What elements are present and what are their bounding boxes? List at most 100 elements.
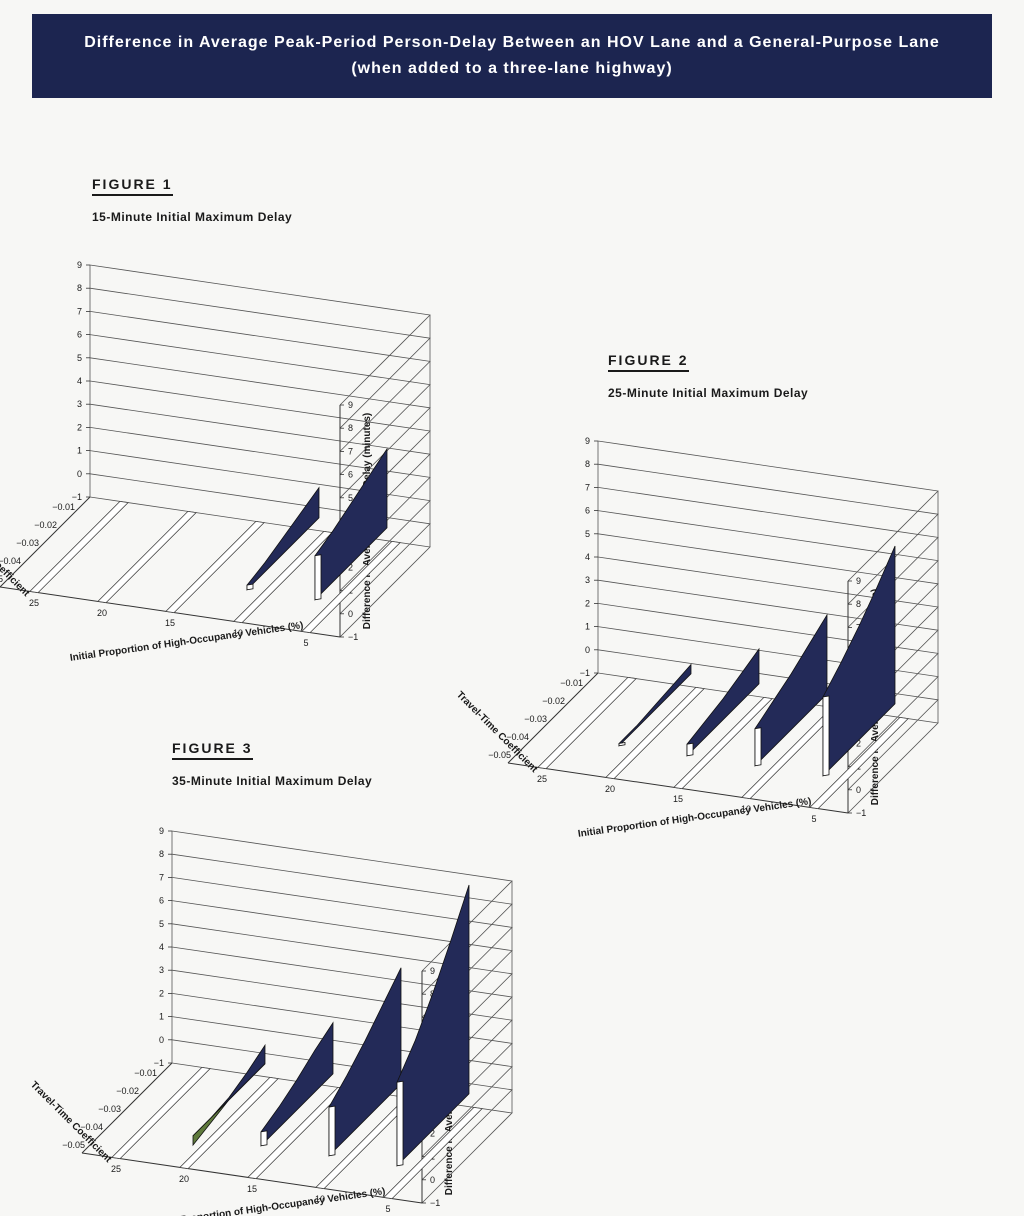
y-tick-label: −0.04 [506,732,529,742]
left-tick-label: 0 [585,645,590,655]
x-tick-label: 25 [29,598,39,608]
ribbon-base [605,686,705,780]
left-tick-label: 2 [585,598,590,608]
x-tick-label: 10 [315,1194,325,1204]
left-tick-label: 5 [77,353,82,363]
ribbon-base [537,676,637,770]
right-tick-label: 0 [856,785,861,795]
left-tick-label: 8 [77,283,82,293]
left-tick-label: 9 [77,260,82,270]
left-tick-label: 4 [585,552,590,562]
right-tick-label: −1 [856,808,866,818]
x-tick-label: 10 [741,804,751,814]
ribbon-base [233,530,333,624]
figure-3-label: FIGURE 3 [172,740,253,760]
right-tick-label: 9 [856,576,861,586]
left-tick-label: −1 [72,492,82,502]
right-tick-label: −1 [348,632,358,642]
left-tick-label: 3 [77,399,82,409]
x-tick-label: 5 [303,638,308,648]
ribbon-end-cap [754,727,762,767]
right-tick-label: 7 [348,446,353,456]
left-tick-label: 6 [585,506,590,516]
right-tick-label: 8 [348,423,353,433]
ribbon-base [673,696,773,790]
left-tick-label: 1 [77,446,82,456]
left-tick-label: 0 [159,1035,164,1045]
left-tick-label: 8 [159,849,164,859]
figure-1-title: 15-Minute Initial Maximum Delay [92,210,293,224]
y-tick-label: −0.02 [542,696,565,706]
left-tick-label: 1 [585,622,590,632]
floor-edge [507,672,599,764]
ribbon-end-cap [314,554,322,601]
ribbon-end-cap [686,742,694,757]
ribbon-end-cap [246,583,254,591]
right-tick-label: 6 [348,470,353,480]
right-tick-label: 2 [856,738,861,748]
figure-3-title: 35-Minute Initial Maximum Delay [172,774,373,788]
figure-2-label: FIGURE 2 [608,352,689,372]
left-tick-label: −1 [154,1058,164,1068]
ribbon-base [97,510,197,604]
left-tick-label: 2 [77,422,82,432]
x-tick-label: 5 [811,814,816,824]
figure-2-title: 25-Minute Initial Maximum Delay [608,386,809,400]
y-tick-label: −0.02 [116,1086,139,1096]
x-tick-label: 5 [385,1204,390,1214]
right-tick-label: 2 [430,1128,435,1138]
y-tick-label: −0.03 [98,1104,121,1114]
left-tick-label: 1 [159,1012,164,1022]
x-tick-label: 20 [97,608,107,618]
left-tick-label: 7 [159,872,164,882]
y-tick-label: −0.03 [16,538,39,548]
right-tick-label: 9 [348,400,353,410]
y-tick-label: −0.02 [34,520,57,530]
left-tick-label: 9 [159,826,164,836]
right-tick-label: 5 [348,493,353,503]
figure-1-label: FIGURE 1 [92,176,173,196]
y-tick-label: −0.01 [134,1068,157,1078]
x-tick-label: 15 [165,618,175,628]
right-tick-label: 2 [348,562,353,572]
left-tick-label: 0 [77,469,82,479]
ribbon-end-cap [396,1080,404,1167]
y-tick-label: −0.04 [80,1122,103,1132]
right-tick-label: −1 [430,1198,440,1208]
left-tick-label: 9 [585,436,590,446]
left-tick-label: −1 [580,668,590,678]
x-tick-label: 20 [179,1174,189,1184]
right-tick-label: 0 [348,609,353,619]
x-tick-label: 15 [673,794,683,804]
x-tick-label: 20 [605,784,615,794]
ribbon-base [29,500,129,594]
right-tick-label: 8 [856,599,861,609]
ribbon-base [165,520,265,614]
ribbon-base [809,716,909,810]
y-tick-label: −0.05 [62,1140,85,1150]
y-tick-label: −0.05 [488,750,511,760]
y-tick-label: −0.01 [52,502,75,512]
y-tick-label: −0.01 [560,678,583,688]
data-ribbon-negative [192,1063,266,1147]
left-tick-label: 2 [159,988,164,998]
ribbon-end-cap [822,695,830,777]
y-tick-label: −0.05 [0,574,3,584]
ribbon-base [383,1106,483,1200]
x-tick-label: 10 [233,628,243,638]
left-tick-label: 6 [159,896,164,906]
left-tick-label: 4 [77,376,82,386]
x-tick-label: 15 [247,1184,257,1194]
right-tick-label: 0 [430,1175,435,1185]
x-axis-title: Initial Proportion of High-Occupancy Veh… [151,1186,386,1216]
ribbon-base [301,540,401,634]
left-tick-label: 7 [585,482,590,492]
left-tick-label: 5 [585,529,590,539]
banner-subtitle: (when added to a three-lane highway) [351,60,673,77]
data-ribbon [328,967,402,1157]
floor-edge [0,496,91,588]
left-tick-label: 5 [159,919,164,929]
